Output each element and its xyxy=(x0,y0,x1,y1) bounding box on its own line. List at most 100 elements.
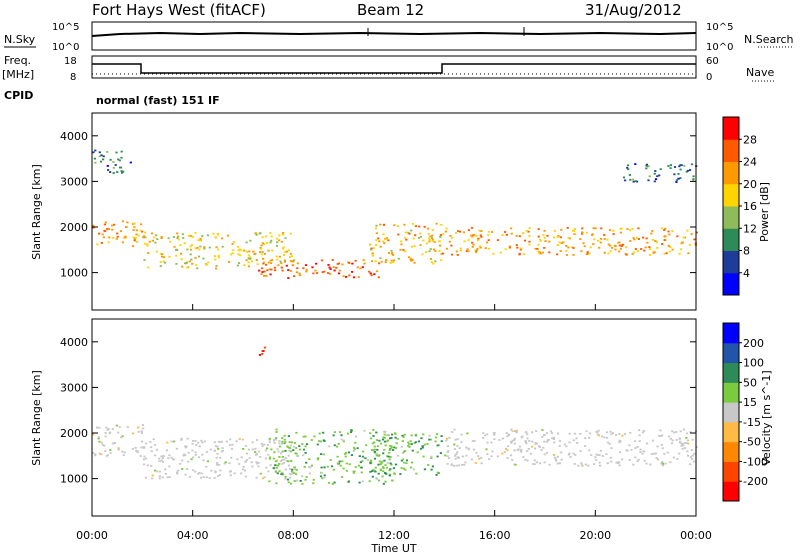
range-cell xyxy=(94,453,97,456)
range-cell xyxy=(369,462,372,465)
range-cell xyxy=(240,249,243,252)
range-cell xyxy=(370,260,374,263)
range-cell xyxy=(637,238,640,240)
range-cell xyxy=(363,429,366,432)
range-cell xyxy=(675,439,678,441)
range-cell xyxy=(298,448,302,451)
range-cell xyxy=(216,462,219,464)
range-cell xyxy=(287,464,291,467)
range-cell xyxy=(491,231,494,233)
range-cell xyxy=(221,447,224,449)
velocity-scatter-layer xyxy=(92,346,698,485)
range-cell xyxy=(669,437,672,440)
range-cell xyxy=(463,240,466,243)
range-cell xyxy=(542,446,545,449)
range-cell xyxy=(186,437,189,440)
range-cell xyxy=(261,353,264,355)
range-cell xyxy=(528,243,531,246)
range-cell xyxy=(247,254,250,257)
range-cell xyxy=(145,457,148,460)
range-cell xyxy=(294,473,298,476)
range-cell xyxy=(390,446,393,449)
range-cell xyxy=(629,229,632,232)
range-cell xyxy=(415,472,418,475)
range-cell xyxy=(282,461,286,464)
range-cell xyxy=(692,460,696,463)
range-cell xyxy=(249,239,252,242)
range-cell xyxy=(386,462,389,464)
range-cell xyxy=(126,221,129,224)
range-cell xyxy=(599,449,602,452)
range-cell xyxy=(387,239,390,242)
range-cell xyxy=(199,239,202,242)
range-cell xyxy=(281,459,284,461)
range-cell xyxy=(401,434,404,437)
range-cell xyxy=(265,263,268,266)
range-cell xyxy=(111,228,114,231)
range-cell xyxy=(219,456,222,459)
range-cell xyxy=(388,451,391,454)
range-cell xyxy=(195,264,198,267)
range-cell xyxy=(312,272,315,275)
range-cell xyxy=(541,251,544,254)
range-cell xyxy=(434,260,437,263)
range-cell xyxy=(543,453,546,456)
range-cell xyxy=(227,260,231,263)
range-cell xyxy=(133,238,136,240)
range-cell xyxy=(567,246,570,249)
range-cell xyxy=(311,266,314,269)
range-cell xyxy=(231,443,234,446)
range-cell xyxy=(283,458,286,461)
range-cell xyxy=(132,223,135,225)
range-cell xyxy=(273,438,276,441)
range-cell xyxy=(146,243,149,245)
range-cell xyxy=(431,240,434,242)
colorbar-tick-label: 28 xyxy=(743,133,757,146)
range-cell xyxy=(231,243,234,245)
range-cell xyxy=(369,459,373,462)
range-cell xyxy=(609,430,612,433)
range-cell xyxy=(593,238,596,241)
range-cell xyxy=(526,459,529,462)
range-cell xyxy=(560,458,563,461)
range-cell xyxy=(430,457,433,459)
range-cell xyxy=(537,235,540,238)
range-cell xyxy=(446,463,449,465)
range-cell xyxy=(376,270,379,273)
range-cell xyxy=(137,426,140,429)
range-cell xyxy=(667,435,671,438)
range-cell xyxy=(199,245,202,248)
range-cell xyxy=(653,172,656,175)
range-cell xyxy=(244,460,247,463)
range-cell xyxy=(395,442,398,445)
x-tick-label: 00:00 xyxy=(76,529,108,542)
range-cell xyxy=(593,463,596,465)
range-cell xyxy=(242,448,245,450)
range-cell xyxy=(505,432,508,434)
range-cell xyxy=(515,431,518,434)
range-cell xyxy=(528,240,531,243)
range-cell xyxy=(375,244,378,246)
range-cell xyxy=(245,259,248,262)
range-cell xyxy=(102,236,105,239)
range-cell xyxy=(358,455,361,457)
range-cell xyxy=(678,437,681,440)
range-cell xyxy=(491,450,494,453)
range-cell xyxy=(506,435,509,438)
range-cell xyxy=(492,252,495,255)
range-cell xyxy=(295,271,299,274)
range-cell xyxy=(655,457,658,459)
range-cell xyxy=(388,473,391,476)
range-cell xyxy=(129,161,132,164)
range-cell xyxy=(329,459,332,461)
range-cell xyxy=(525,230,528,232)
range-cell xyxy=(270,259,274,261)
range-cell xyxy=(447,457,451,459)
range-cell xyxy=(453,443,456,446)
range-cell xyxy=(295,431,298,434)
range-cell xyxy=(425,242,428,245)
range-cell xyxy=(520,436,523,439)
range-cell xyxy=(499,251,502,254)
range-cell xyxy=(191,449,194,452)
range-cell xyxy=(382,436,385,439)
